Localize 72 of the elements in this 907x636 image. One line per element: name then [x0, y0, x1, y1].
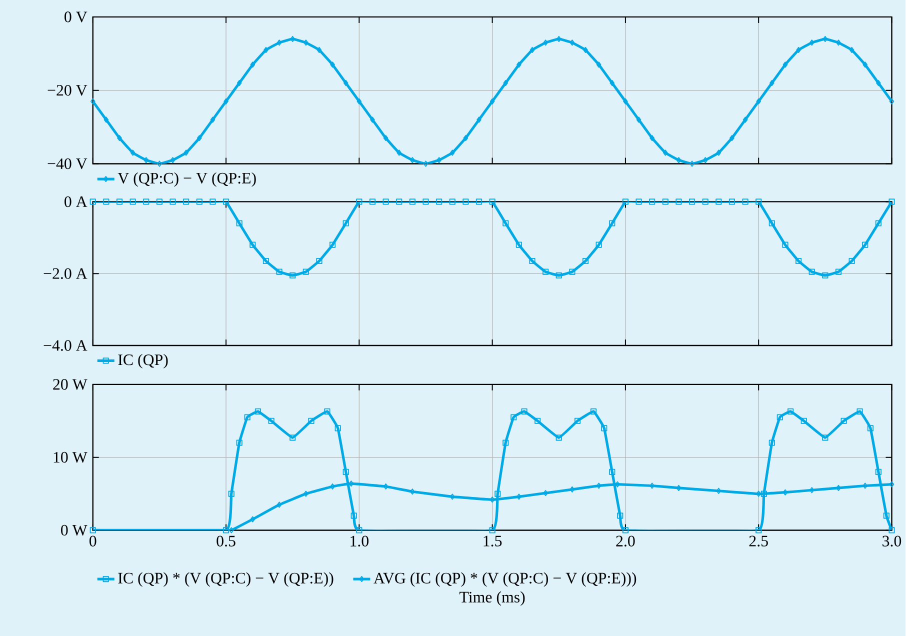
x-tick-label: 1.5: [484, 536, 502, 546]
point: [290, 434, 296, 441]
point: [836, 484, 841, 491]
y-tick-label: 20 W: [53, 379, 88, 390]
y-tick-label: −2.0 A: [44, 268, 88, 279]
point: [622, 527, 628, 534]
point: [776, 414, 783, 420]
x-tick-label: 0.5: [216, 536, 236, 547]
legend-label: IC (QP): [118, 354, 168, 368]
point: [856, 408, 863, 414]
point: [875, 468, 882, 475]
x-tick-label: 2.5: [749, 536, 768, 546]
point: [350, 512, 357, 519]
point: [888, 527, 895, 534]
point: [617, 512, 624, 519]
point: [756, 527, 762, 534]
point: [236, 440, 242, 446]
point: [356, 527, 362, 534]
point: [534, 418, 541, 424]
point: [250, 516, 256, 522]
y-tick-label: −4.0 A: [44, 340, 88, 351]
point: [342, 468, 349, 475]
point: [222, 527, 230, 534]
y-tick-label: 0 W: [61, 524, 88, 536]
legend-label: AVG (IC (QP) * (V (QP:C) − V (QP:E))): [374, 572, 636, 587]
x-axis-title: Time (ms): [459, 591, 525, 606]
point: [268, 418, 274, 424]
x-tick-label: 0: [90, 536, 96, 546]
y-tick-label: 0 A: [64, 196, 88, 208]
point: [840, 418, 847, 424]
point: [543, 490, 548, 496]
point: [800, 418, 807, 424]
point: [867, 425, 874, 432]
point: [516, 494, 522, 500]
y-tick-label: −20 V: [48, 84, 88, 96]
legend-label: V (QP:C) − V (QP:E): [118, 172, 256, 187]
point: [304, 490, 308, 497]
point: [334, 425, 341, 432]
y-tick-label: 0 V: [64, 12, 88, 22]
point: [228, 527, 234, 534]
point: [383, 483, 388, 490]
x-tick-label: 1.0: [350, 536, 369, 547]
point: [574, 418, 581, 424]
point: [90, 527, 96, 534]
point: [822, 434, 828, 441]
x-tick-label: 3.0: [882, 536, 902, 547]
point: [244, 414, 250, 420]
point: [254, 408, 262, 414]
point: [788, 408, 794, 414]
point: [556, 434, 562, 441]
point: [410, 488, 415, 495]
point: [502, 440, 509, 446]
point: [489, 527, 496, 534]
point: [760, 490, 767, 497]
point: [308, 418, 314, 424]
point: [883, 512, 890, 519]
point: [650, 482, 654, 489]
point: [601, 425, 608, 432]
x-tick-label: 2.0: [616, 536, 635, 547]
point: [615, 481, 620, 488]
y-tick-label: 10 W: [54, 452, 88, 463]
y-tick-label: −40 V: [48, 158, 88, 170]
point: [330, 483, 335, 490]
point: [510, 414, 517, 420]
point: [609, 468, 616, 475]
point: [276, 502, 282, 508]
point: [324, 408, 330, 414]
point: [521, 408, 528, 414]
legend-label: IC (QP) * (V (QP:C) − V (QP:E)): [118, 572, 334, 587]
point: [590, 408, 597, 414]
point: [228, 490, 234, 497]
point: [768, 440, 775, 446]
